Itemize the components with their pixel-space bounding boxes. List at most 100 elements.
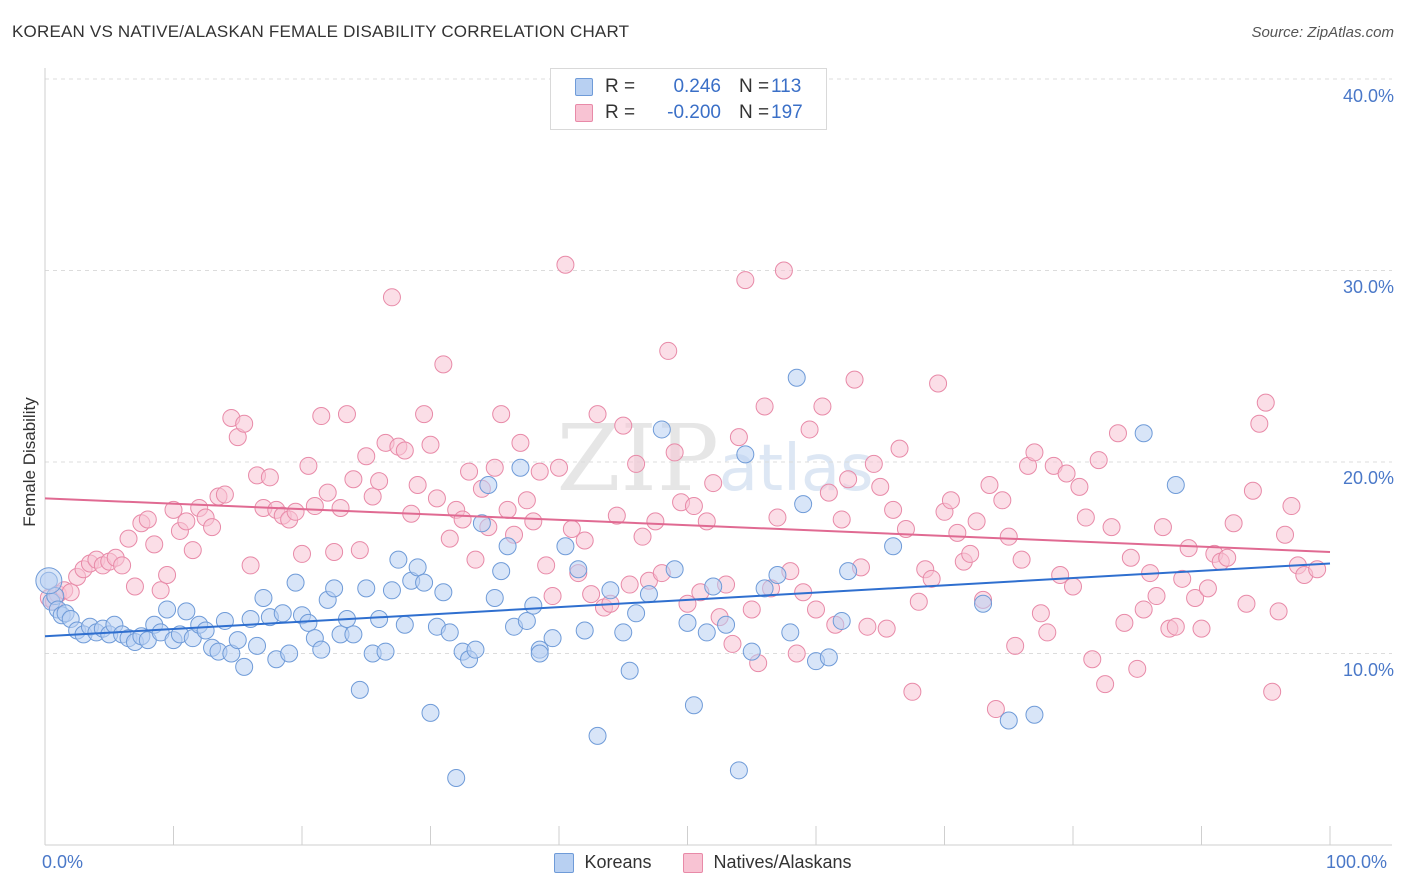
natives-point-47 xyxy=(337,405,356,424)
natives-point-115 xyxy=(774,261,793,280)
natives-point-148 xyxy=(986,700,1005,719)
natives-point-65 xyxy=(453,510,472,529)
koreans-point-73 xyxy=(492,562,511,581)
natives-point-23 xyxy=(183,541,202,560)
natives-point-165 xyxy=(1096,675,1115,694)
koreans-point-78 xyxy=(524,596,543,615)
koreans-point-93 xyxy=(678,613,697,632)
koreans-point-77 xyxy=(517,611,536,630)
natives-point-119 xyxy=(800,420,819,439)
natives-point-139 xyxy=(929,374,948,393)
natives-point-168 xyxy=(1115,613,1134,632)
koreans-legend-icon xyxy=(554,852,575,873)
koreans-point-65 xyxy=(440,623,459,642)
natives-point-19 xyxy=(158,565,177,584)
natives-point-13 xyxy=(119,529,138,548)
legend-item-koreans[interactable]: Koreans xyxy=(554,852,651,873)
koreans-point-74 xyxy=(498,537,517,556)
natives-point-120 xyxy=(807,600,825,619)
natives-point-112 xyxy=(755,397,774,416)
natives-point-149 xyxy=(993,491,1012,510)
natives-point-124 xyxy=(832,510,851,529)
natives-point-108 xyxy=(729,428,748,447)
natives-legend-icon xyxy=(683,852,704,873)
natives-point-187 xyxy=(1243,481,1262,500)
natives-point-169 xyxy=(1121,548,1140,567)
natives-point-72 xyxy=(498,500,517,519)
natives-point-40 xyxy=(293,544,311,563)
natives-point-141 xyxy=(941,491,960,510)
natives-trend-line xyxy=(44,497,1331,554)
natives-point-164 xyxy=(1089,451,1108,470)
source-label[interactable]: Source: ZipAtlas.com xyxy=(1251,24,1394,41)
y-tick-label-30: 30.0% xyxy=(1342,277,1394,297)
natives-point-74 xyxy=(511,433,530,452)
koreans-point-35 xyxy=(248,636,267,655)
axes xyxy=(44,68,1392,846)
natives-point-154 xyxy=(1025,443,1044,462)
koreans-point-95 xyxy=(697,623,716,642)
natives-point-45 xyxy=(325,543,344,562)
chart-title: KOREAN VS NATIVE/ALASKAN FEMALE DISABILI… xyxy=(12,22,630,41)
natives-point-79 xyxy=(543,587,562,606)
watermark-atlas: atlas xyxy=(719,432,874,506)
koreans-point-83 xyxy=(569,560,588,579)
koreans-point-98 xyxy=(729,761,748,780)
natives-point-95 xyxy=(646,512,665,531)
natives-point-93 xyxy=(633,527,652,546)
natives-point-4 xyxy=(61,583,80,602)
n-label: N = xyxy=(739,76,770,97)
natives-point-180 xyxy=(1192,619,1211,638)
koreans-point-70 xyxy=(472,514,491,533)
natives-point-91 xyxy=(620,575,639,594)
natives-point-70 xyxy=(485,458,504,477)
natives-point-35 xyxy=(260,468,279,487)
koreans-point-90 xyxy=(639,585,658,604)
natives-point-138 xyxy=(922,569,941,588)
natives-point-176 xyxy=(1166,617,1185,636)
natives-point-18 xyxy=(151,581,170,600)
koreans-point-87 xyxy=(614,623,633,642)
natives-point-181 xyxy=(1198,579,1217,598)
natives-point-44 xyxy=(318,483,337,502)
koreans-point-55 xyxy=(376,642,395,661)
natives-point-145 xyxy=(967,512,986,531)
legend-label-koreans: Koreans xyxy=(584,852,652,872)
natives-point-156 xyxy=(1038,623,1057,642)
natives-point-170 xyxy=(1128,659,1147,678)
natives-point-90 xyxy=(614,416,633,435)
koreans-point-45 xyxy=(312,640,331,659)
koreans-point-66 xyxy=(447,768,466,787)
koreans-point-111 xyxy=(974,594,993,613)
koreans-point-64 xyxy=(434,583,453,602)
koreans-point-103 xyxy=(781,623,800,642)
koreans-point-58 xyxy=(395,615,414,634)
natives-point-189 xyxy=(1256,393,1275,412)
koreans-point-109 xyxy=(839,562,858,581)
natives-point-43 xyxy=(312,407,331,426)
n-label: N = xyxy=(739,102,770,123)
natives-point-126 xyxy=(845,370,864,389)
koreans-point-115 xyxy=(1166,475,1185,494)
natives-point-101 xyxy=(684,497,703,516)
koreans-point-71 xyxy=(479,475,498,494)
koreans-point-108 xyxy=(832,611,851,630)
koreans-point-96 xyxy=(704,577,723,596)
natives-point-136 xyxy=(909,592,928,611)
natives-point-186 xyxy=(1237,594,1256,613)
natives-point-41 xyxy=(299,456,318,475)
natives-point-163 xyxy=(1083,650,1102,669)
koreans-point-47 xyxy=(325,579,344,598)
r-label: R = xyxy=(605,102,636,123)
natives-point-51 xyxy=(363,487,382,506)
natives-point-150 xyxy=(999,527,1018,546)
koreans-point-92 xyxy=(665,560,684,579)
natives-point-39 xyxy=(286,502,305,521)
koreans-point-60 xyxy=(408,558,427,577)
legend-item-natives[interactable]: Natives/Alaskans xyxy=(683,852,852,873)
koreans-point-51 xyxy=(350,680,369,699)
koreans-point-69 xyxy=(466,640,485,659)
natives-point-49 xyxy=(350,541,369,560)
natives-point-56 xyxy=(395,441,414,460)
